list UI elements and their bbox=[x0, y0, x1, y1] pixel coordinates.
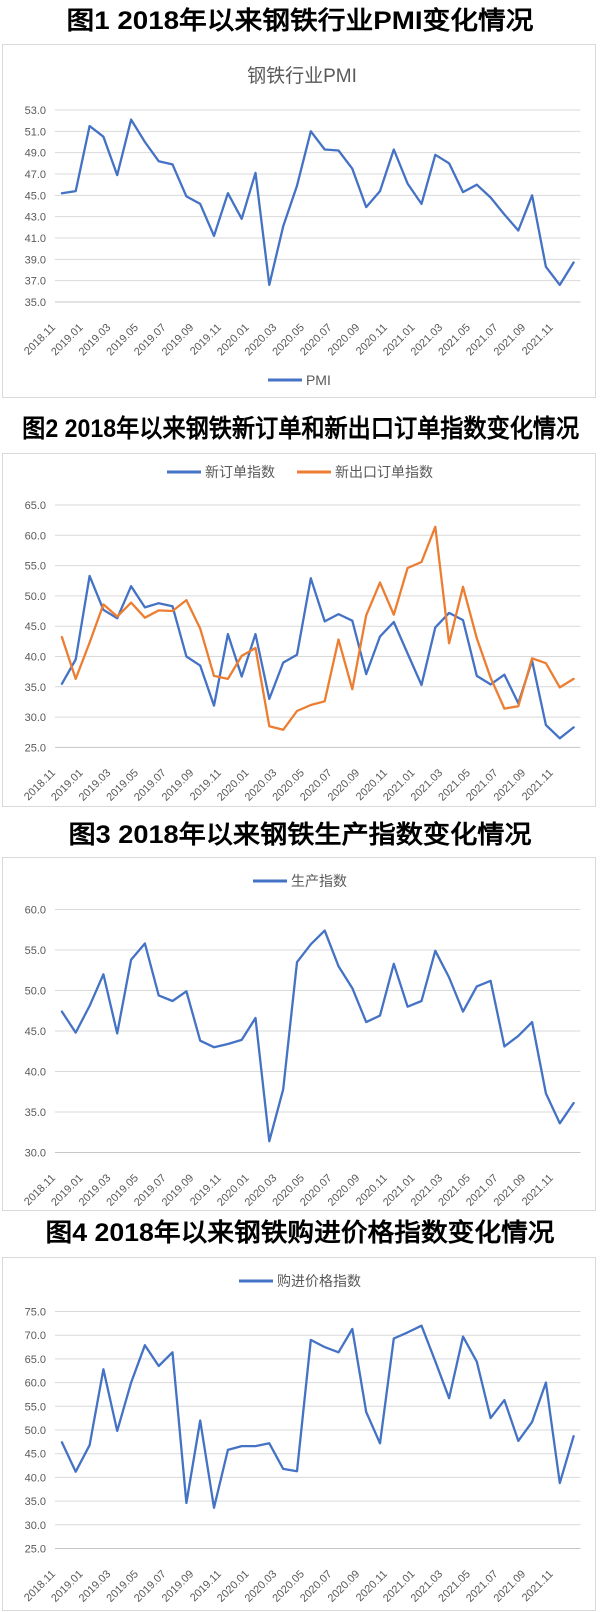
y-axis-label: 40.0 bbox=[25, 1472, 46, 1484]
x-axis-label: 2021.11 bbox=[520, 1568, 556, 1604]
plot-area: 25.0 30.0 35.0 40.0 45.0 50.0 55.0 60.0 65.0 70.0… bbox=[22, 1273, 581, 1605]
y-axis-label: 25.0 bbox=[25, 742, 46, 754]
y-axis-label: 50.0 bbox=[25, 1425, 46, 1437]
series-line-PMI bbox=[60, 118, 575, 287]
chart-figure1-pmi: 35.0 37.0 39.0 41.0 43.0 45.0 47.0 49.0 51.0 53.0… bbox=[2, 44, 596, 398]
y-axis-label: 45.0 bbox=[25, 1449, 46, 1461]
y-axis-label: 35.0 bbox=[25, 682, 46, 694]
x-axis-label: 2021.11 bbox=[520, 322, 556, 358]
y-axis-label: 35.0 bbox=[25, 297, 46, 309]
y-axis-label: 70.0 bbox=[25, 1330, 46, 1342]
legend-label: 生产指数 bbox=[291, 873, 347, 889]
y-axis-label: 51.0 bbox=[25, 126, 46, 138]
y-axis-label: 37.0 bbox=[25, 276, 46, 288]
chart-figure2-new-orders: 25.0 30.0 35.0 40.0 45.0 50.0 55.0 60.0 65.0 2018… bbox=[2, 453, 596, 807]
y-axis-label: 75.0 bbox=[25, 1307, 46, 1319]
y-axis-label: 65.0 bbox=[25, 1354, 46, 1366]
chart-figure4-purchase-price: 25.0 30.0 35.0 40.0 45.0 50.0 55.0 60.0 65.0 70.0… bbox=[2, 1257, 596, 1611]
x-axis-label: 2021.11 bbox=[520, 1172, 556, 1208]
y-axis-label: 55.0 bbox=[25, 1401, 46, 1413]
y-axis-label: 60.0 bbox=[25, 530, 46, 542]
y-axis-label: 35.0 bbox=[25, 1496, 46, 1508]
y-axis-label: 30.0 bbox=[25, 1148, 46, 1160]
y-axis-label: 35.0 bbox=[25, 1107, 46, 1119]
y-axis-label: 30.0 bbox=[25, 1520, 46, 1532]
y-axis-label: 49.0 bbox=[25, 148, 46, 160]
y-axis-label: 47.0 bbox=[25, 169, 46, 181]
y-axis-label: 60.0 bbox=[25, 1378, 46, 1390]
y-axis-label: 43.0 bbox=[25, 212, 46, 224]
x-axis-label: 2021.11 bbox=[520, 767, 556, 803]
series-line-新订单指数 bbox=[60, 574, 575, 740]
figure3-caption: 图3 2018年以来钢铁生产指数变化情况 bbox=[68, 821, 532, 849]
series-line-新出口订单指数 bbox=[60, 525, 575, 731]
y-axis-label: 60.0 bbox=[25, 905, 46, 917]
legend-label: 新出口订单指数 bbox=[335, 464, 433, 480]
y-axis-label: 50.0 bbox=[25, 591, 46, 603]
y-axis-label: 39.0 bbox=[25, 254, 46, 266]
figure2-caption: 图2 2018年以来钢铁新订单和新出口订单指数变化情况 bbox=[22, 415, 580, 443]
y-axis-label: 50.0 bbox=[25, 986, 46, 998]
plot-area: 35.0 37.0 39.0 41.0 43.0 45.0 47.0 49.0 51.0 53.0… bbox=[22, 65, 581, 388]
series-line-购进价格指数 bbox=[60, 1324, 575, 1509]
figure4-caption: 图4 2018年以来钢铁购进价格指数变化情况 bbox=[45, 1219, 555, 1247]
chart-title: 钢铁行业PMI bbox=[247, 65, 357, 87]
y-axis-label: 40.0 bbox=[25, 1067, 46, 1079]
figure1-caption: 图1 2018年以来钢铁行业PMI变化情况 bbox=[66, 7, 534, 35]
y-axis-label: 30.0 bbox=[25, 712, 46, 724]
y-axis-label: 45.0 bbox=[25, 621, 46, 633]
y-axis-label: 55.0 bbox=[25, 945, 46, 957]
legend-label: 新订单指数 bbox=[205, 464, 275, 480]
plot-area: 25.030.035.040.045.050.055.060.065.02018… bbox=[22, 464, 581, 804]
y-axis-label: 65.0 bbox=[25, 500, 46, 512]
series-line-生产指数 bbox=[60, 929, 575, 1143]
plot-area: 30.035.040.045.050.055.060.02018.112019.… bbox=[22, 873, 581, 1209]
y-axis-label: 40.0 bbox=[25, 652, 46, 664]
legend-label: 购进价格指数 bbox=[277, 1273, 361, 1289]
legend-label: PMI bbox=[306, 372, 331, 388]
y-axis-label: 55.0 bbox=[25, 561, 46, 573]
chart-figure3-production: 30.0 35.0 40.0 45.0 50.0 55.0 60.0 2018.11 2019.… bbox=[2, 857, 596, 1211]
y-axis-label: 41.0 bbox=[25, 233, 46, 245]
y-axis-label: 45.0 bbox=[25, 190, 46, 202]
y-axis-label: 25.0 bbox=[25, 1544, 46, 1556]
y-axis-label: 45.0 bbox=[25, 1026, 46, 1038]
y-axis-label: 53.0 bbox=[25, 105, 46, 117]
